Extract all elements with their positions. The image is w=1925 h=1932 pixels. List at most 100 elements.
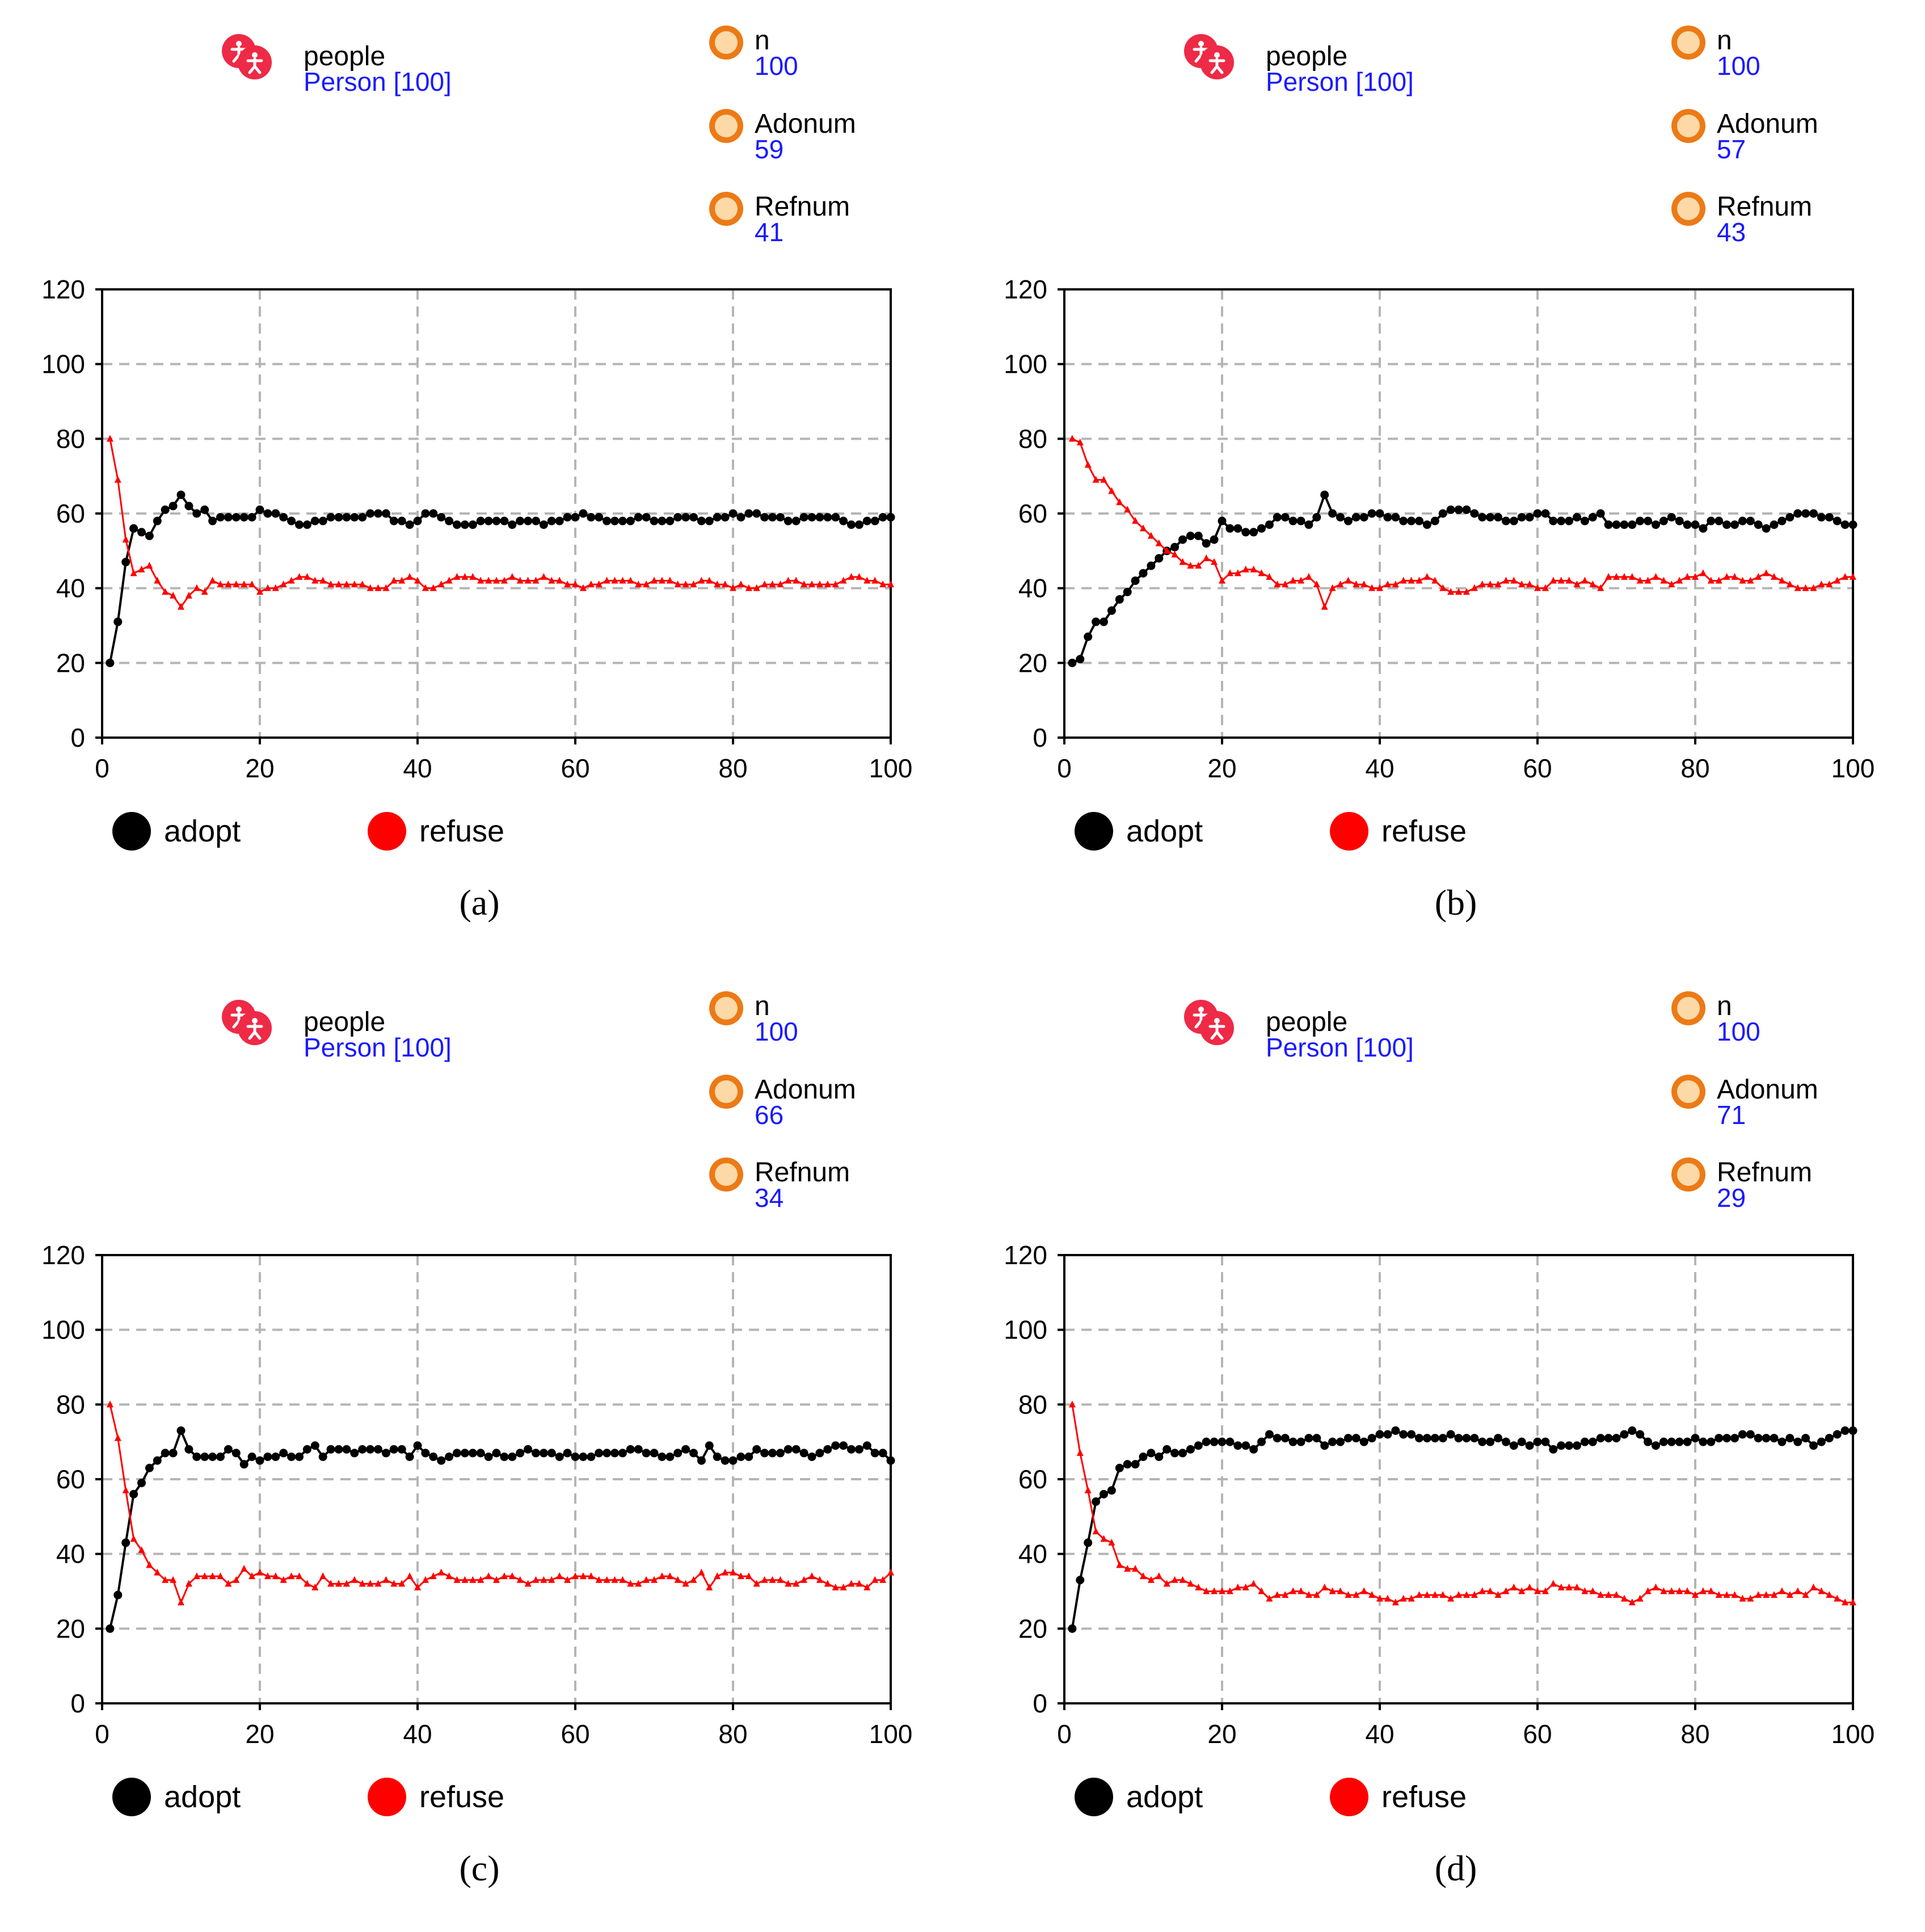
x-tick-label: 40	[403, 1719, 432, 1749]
data-point-refuse	[162, 588, 169, 595]
data-point-refuse	[1100, 1535, 1107, 1542]
data-point-adopt	[1533, 1437, 1542, 1446]
y-tick-label: 120	[1004, 1240, 1047, 1270]
data-point-adopt	[1833, 516, 1842, 525]
data-point-refuse	[1368, 1591, 1376, 1598]
data-point-adopt	[1076, 655, 1085, 664]
data-point-refuse	[1290, 1587, 1297, 1594]
data-point-refuse	[106, 1400, 113, 1408]
data-point-refuse	[1455, 1591, 1462, 1598]
legend-label-adopt: adopt	[164, 1780, 241, 1814]
data-point-adopt	[200, 505, 209, 514]
data-point-adopt	[1801, 1434, 1810, 1443]
series-line-adopt	[1071, 1429, 1853, 1629]
data-point-refuse	[1755, 1591, 1762, 1598]
data-point-refuse	[1132, 1565, 1139, 1572]
data-point-adopt	[176, 1426, 186, 1435]
data-point-refuse	[1826, 580, 1833, 588]
data-point-refuse	[682, 1580, 689, 1587]
data-point-refuse	[524, 1580, 532, 1587]
data-point-refuse	[769, 580, 776, 588]
data-point-adopt	[823, 513, 832, 522]
data-point-refuse	[493, 1576, 500, 1583]
data-point-refuse	[1242, 565, 1249, 573]
data-point-adopt	[681, 1445, 690, 1454]
data-point-refuse	[1360, 580, 1368, 588]
data-point-adopt	[453, 1449, 461, 1458]
data-point-refuse	[382, 1576, 390, 1583]
data-point-adopt	[216, 1453, 225, 1461]
data-point-refuse	[1842, 573, 1849, 580]
data-point-adopt	[1210, 535, 1219, 544]
data-point-adopt	[121, 558, 130, 567]
data-point-refuse	[572, 580, 579, 588]
data-point-adopt	[1754, 520, 1763, 529]
legend-label-adopt: adopt	[164, 814, 241, 848]
data-point-refuse	[619, 576, 626, 584]
people-group-icon	[222, 34, 272, 79]
data-point-refuse	[170, 1576, 177, 1583]
data-point-refuse	[1478, 1587, 1486, 1594]
data-point-refuse	[540, 573, 547, 580]
data-point-adopt	[1147, 561, 1156, 570]
agent-value: Person [100]	[1266, 1033, 1414, 1062]
data-point-adopt	[1777, 516, 1787, 525]
data-point-adopt	[1304, 1434, 1313, 1443]
data-point-refuse	[745, 1572, 752, 1580]
data-point-adopt	[1430, 1434, 1439, 1443]
data-point-refuse	[635, 1580, 642, 1587]
data-point-adopt	[1501, 516, 1510, 525]
data-point-refuse	[1155, 1572, 1162, 1580]
data-point-adopt	[247, 1453, 256, 1461]
data-point-refuse	[1557, 576, 1565, 584]
data-point-adopt	[1509, 516, 1518, 525]
data-point-adopt	[1785, 1434, 1795, 1443]
data-point-adopt	[1494, 1434, 1502, 1443]
series-line-refuse	[109, 439, 891, 608]
data-point-refuse	[1494, 1591, 1502, 1598]
data-point-adopt	[1312, 1434, 1321, 1443]
data-point-refuse	[1108, 487, 1115, 494]
data-point-refuse	[611, 576, 618, 584]
data-point-refuse	[556, 1572, 563, 1580]
data-point-refuse	[1826, 1591, 1833, 1598]
data-point-refuse	[122, 536, 129, 543]
data-point-adopt	[374, 509, 382, 518]
data-point-adopt	[854, 1445, 863, 1454]
param-label: n	[755, 991, 770, 1021]
data-point-adopt	[1296, 1437, 1305, 1446]
agent-label: people	[304, 1007, 385, 1037]
data-point-refuse	[1282, 580, 1289, 588]
panel-b: people Person [100] n 100 Adonum 57 Refnum 43 0 2…	[962, 0, 1924, 966]
data-point-adopt	[1486, 513, 1495, 522]
param-value: 59	[755, 134, 784, 164]
data-point-refuse	[1842, 1598, 1849, 1606]
data-point-adopt	[1178, 535, 1187, 544]
data-point-adopt	[1265, 1430, 1274, 1439]
data-point-adopt	[334, 513, 343, 522]
data-point-adopt	[1612, 1434, 1621, 1443]
data-point-refuse	[1565, 576, 1573, 584]
data-point-refuse	[1423, 573, 1431, 580]
data-point-refuse	[1211, 558, 1218, 565]
data-point-refuse	[595, 580, 603, 588]
data-point-adopt	[532, 516, 540, 525]
data-point-adopt	[1541, 509, 1550, 518]
data-point-refuse	[138, 1546, 145, 1554]
data-point-refuse	[1266, 1594, 1273, 1602]
y-tick-label: 60	[56, 499, 85, 528]
data-point-refuse	[1478, 580, 1486, 588]
param-value: 66	[755, 1100, 784, 1130]
data-point-adopt	[1100, 1489, 1108, 1499]
data-point-adopt	[1296, 516, 1305, 525]
data-point-refuse	[178, 1598, 184, 1606]
data-point-adopt	[1194, 1441, 1203, 1450]
data-point-adopt	[815, 513, 824, 522]
y-tick-label: 60	[1018, 1464, 1047, 1494]
data-point-adopt	[1667, 513, 1676, 522]
data-point-adopt	[1367, 509, 1376, 518]
data-point-refuse	[1620, 1594, 1628, 1602]
param-value: 41	[755, 217, 784, 247]
data-point-refuse	[233, 580, 240, 588]
